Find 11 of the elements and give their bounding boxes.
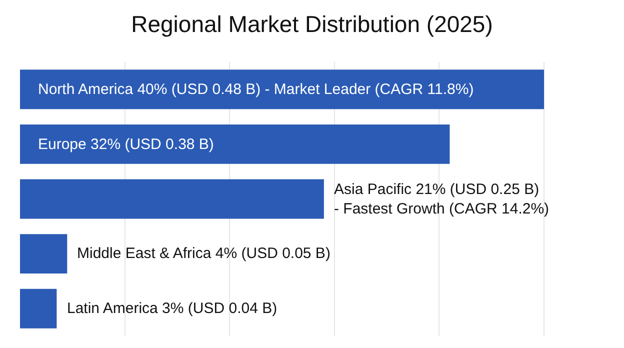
bar — [20, 124, 450, 164]
y-tick-label: Asia Pacific 21% (USD 0.25 B) - Fastest Growth (CAGR 14.2%) — [334, 181, 550, 218]
y-tick-label: Latin America 3% (USD 0.04 B) — [67, 300, 278, 317]
bar — [20, 288, 57, 328]
y-tick-label: North America 40% (USD 0.48 B) - Market Leader (CAGR 11.8%) — [38, 81, 474, 98]
bar — [20, 70, 544, 110]
bar — [20, 234, 68, 274]
bar — [20, 179, 324, 219]
y-tick-label: Middle East & Africa 4% (USD 0.05 B) — [77, 245, 330, 262]
chart-title: Regional Market Distribution (2025) — [131, 10, 493, 37]
y-tick-label: Europe 32% (USD 0.38 B) — [38, 136, 214, 153]
